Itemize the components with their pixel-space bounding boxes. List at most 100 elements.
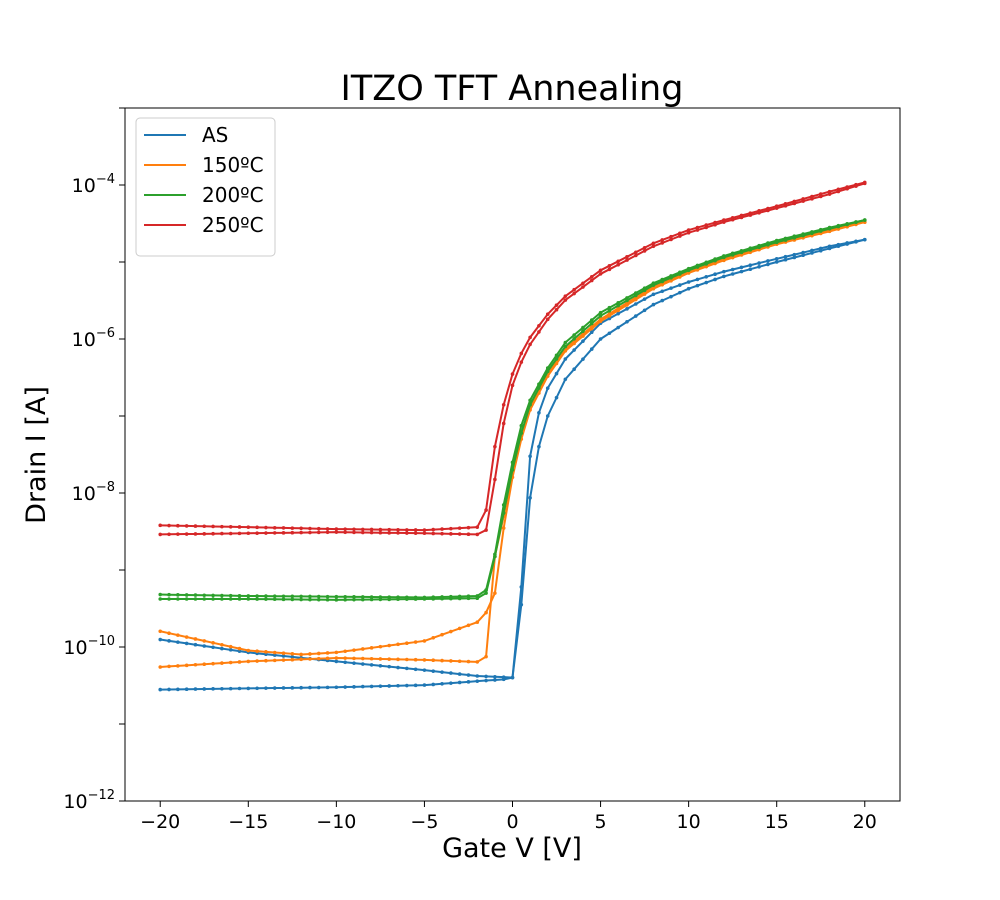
data-point	[678, 283, 682, 287]
data-point	[422, 668, 427, 672]
data-point	[316, 597, 321, 602]
data-point	[625, 307, 629, 311]
data-point	[669, 274, 673, 278]
data-point	[625, 254, 629, 259]
data-point	[281, 526, 286, 530]
data-point	[836, 187, 841, 192]
data-point	[783, 202, 788, 206]
series-0	[158, 237, 867, 692]
data-point	[792, 252, 797, 257]
data-point	[581, 281, 585, 286]
data-point	[730, 255, 735, 260]
data-point	[158, 687, 163, 692]
data-point	[431, 635, 436, 640]
data-point	[281, 594, 286, 599]
data-point	[246, 686, 251, 691]
data-point	[193, 662, 198, 667]
y-tick-label: 10−8	[72, 480, 115, 505]
data-point	[783, 236, 788, 241]
data-point	[678, 231, 682, 236]
data-point	[369, 646, 374, 650]
data-point	[255, 659, 259, 663]
data-point	[422, 658, 427, 662]
data-point	[563, 349, 568, 353]
data-point	[228, 660, 233, 665]
data-point	[334, 598, 339, 602]
data-point	[748, 250, 753, 255]
data-point	[272, 597, 277, 602]
series-2	[158, 218, 867, 602]
data-point	[466, 594, 471, 599]
data-point	[176, 532, 180, 536]
data-point	[246, 525, 251, 529]
data-point	[369, 527, 374, 532]
data-point	[475, 620, 480, 624]
data-point	[167, 597, 171, 601]
data-point	[378, 527, 383, 532]
data-point	[431, 658, 436, 663]
data-point	[581, 334, 585, 338]
data-point	[748, 246, 753, 251]
data-point	[264, 594, 268, 598]
data-point	[352, 530, 356, 535]
data-point	[537, 330, 541, 334]
data-point	[457, 672, 462, 676]
data-point	[184, 593, 189, 597]
data-point	[281, 686, 286, 690]
data-point	[678, 270, 682, 275]
data-point	[537, 391, 541, 395]
data-point	[660, 289, 665, 294]
data-point	[669, 237, 673, 242]
data-point	[466, 532, 471, 537]
y-tick-label: 10−10	[63, 634, 115, 659]
data-point	[431, 682, 436, 687]
data-point	[299, 597, 303, 602]
data-point	[352, 685, 356, 689]
data-point	[422, 683, 427, 687]
data-point	[396, 595, 400, 600]
data-point	[554, 361, 559, 366]
data-point	[220, 686, 224, 691]
data-point	[572, 333, 576, 337]
data-point	[316, 594, 321, 599]
data-point	[176, 597, 180, 601]
data-point	[290, 594, 295, 599]
data-point	[642, 308, 647, 313]
data-point	[167, 639, 171, 643]
data-point	[237, 525, 242, 529]
data-point	[669, 279, 673, 283]
data-point	[792, 255, 797, 260]
data-point	[589, 274, 594, 279]
data-point	[634, 250, 638, 255]
data-point	[290, 526, 295, 530]
data-point	[810, 248, 814, 253]
data-point	[634, 297, 638, 302]
x-tick-label: 10	[677, 811, 701, 833]
data-point	[325, 651, 330, 655]
y-tick-label: 10−4	[72, 172, 115, 197]
data-point	[704, 260, 709, 265]
data-point	[783, 254, 788, 259]
data-point	[413, 595, 418, 600]
data-point	[360, 662, 365, 666]
data-point	[290, 652, 295, 656]
data-point	[308, 597, 312, 602]
data-point	[827, 244, 832, 249]
data-point	[264, 531, 268, 535]
data-point	[827, 192, 832, 196]
data-point	[396, 531, 400, 535]
data-point	[413, 657, 418, 662]
data-point	[378, 644, 383, 649]
data-point	[607, 331, 612, 336]
data-point	[519, 360, 524, 364]
data-point	[325, 597, 330, 602]
data-point	[686, 271, 691, 275]
data-point	[237, 531, 242, 536]
data-point	[722, 218, 726, 222]
data-point	[836, 223, 841, 228]
data-point	[510, 372, 515, 376]
data-point	[528, 454, 532, 459]
data-point	[660, 298, 665, 303]
data-point	[572, 341, 576, 346]
